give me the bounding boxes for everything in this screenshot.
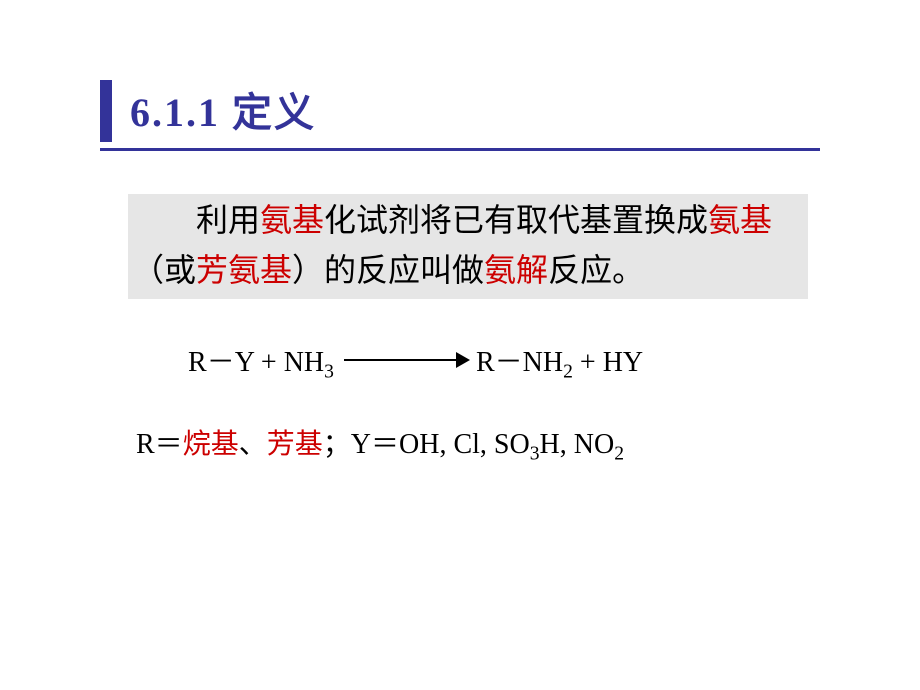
reaction-equation: R－Y + NH3 R－NH2 + HY: [188, 340, 643, 380]
eq-NH2: NH: [523, 347, 563, 378]
section-number: 6.1.1: [130, 90, 220, 135]
legend-OH: OH: [399, 429, 439, 460]
definition-text: 利用氨基化试剂将已有取代基置换成氨基（或芳氨基）的反应叫做氨解反应。: [128, 194, 808, 299]
def-part: 反应。: [548, 252, 644, 288]
section-text: 定义: [232, 90, 316, 135]
eq-plus: +: [254, 347, 284, 378]
eq-HY: HY: [603, 347, 643, 378]
eq-NH: NH: [284, 347, 324, 378]
slide: 6.1.1 定义 利用氨基化试剂将已有取代基置换成氨基（或芳氨基）的反应叫做氨解…: [0, 0, 920, 690]
legend-H: H: [540, 429, 560, 460]
arrow-head-icon: [456, 352, 470, 368]
section-title: 6.1.1 定义: [100, 80, 920, 138]
legend-aryl: 芳基: [267, 429, 323, 460]
eq-rhs: R－NH2 + HY: [476, 340, 643, 380]
def-highlight-ammonolysis: 氨解: [484, 252, 548, 288]
eq-Y: Y: [235, 347, 254, 378]
legend-sep: 、: [239, 429, 267, 460]
def-highlight-amino2: 氨基: [708, 202, 772, 238]
title-underline: [100, 148, 820, 151]
arrow-line: [344, 359, 460, 361]
legend-R: R＝: [136, 429, 183, 460]
legend-Y: Y＝: [351, 429, 399, 460]
title-block: 6.1.1 定义: [100, 80, 920, 138]
legend-comma3: ,: [560, 429, 574, 460]
eq-R: R: [188, 347, 207, 378]
legend-text: R＝烷基、芳基；Y＝OH, Cl, SO3H, NO2: [136, 422, 624, 462]
eq-R2: R: [476, 347, 495, 378]
legend-sub2: 2: [614, 444, 624, 465]
def-part: 利用: [196, 202, 260, 238]
legend-semicolon: ；: [323, 429, 351, 460]
def-highlight-amino: 氨基: [260, 202, 324, 238]
eq-dash: －: [207, 347, 235, 378]
legend-comma2: ,: [480, 429, 494, 460]
legend-NO: NO: [574, 429, 614, 460]
def-part: （或: [132, 252, 196, 288]
legend-Cl: Cl: [453, 429, 479, 460]
legend-comma1: ,: [439, 429, 453, 460]
legend-SO: SO: [494, 429, 530, 460]
def-part: ）的反应叫做: [292, 252, 484, 288]
eq-sub2: 2: [563, 362, 573, 383]
reaction-arrow: [344, 350, 470, 370]
title-accent-bar: [100, 80, 112, 142]
legend-sub3: 3: [530, 444, 540, 465]
eq-plus2: +: [573, 347, 603, 378]
eq-sub3: 3: [324, 362, 334, 383]
def-highlight-arylamino: 芳氨基: [196, 252, 292, 288]
def-part: 化试剂将已有取代基置换成: [324, 202, 708, 238]
eq-dash2: －: [495, 347, 523, 378]
eq-lhs: R－Y + NH3: [188, 340, 334, 380]
legend-alkyl: 烷基: [183, 429, 239, 460]
